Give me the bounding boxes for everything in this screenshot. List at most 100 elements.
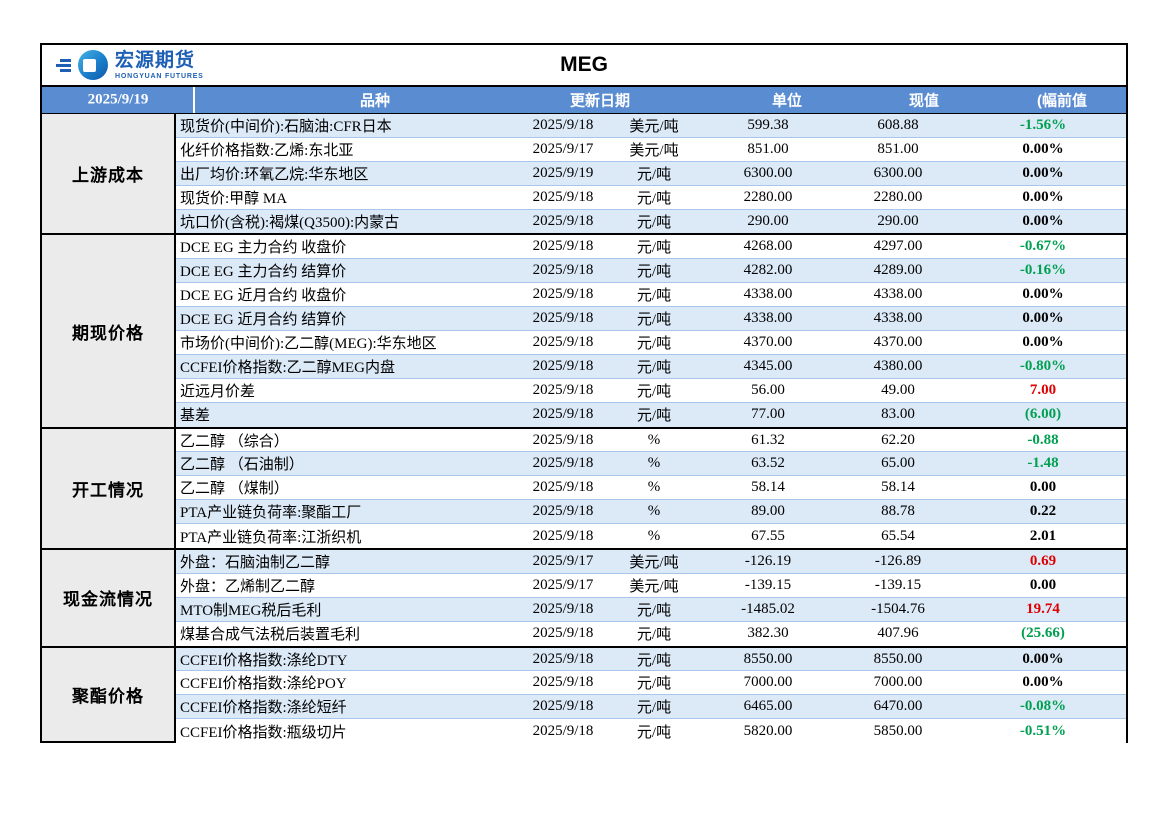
cell-variety: PTA产业链负荷率:聚酯工厂 xyxy=(180,505,362,522)
cell-current-value: 4338.00 xyxy=(743,286,793,303)
cell-variety: PTA产业链负荷率:江浙织机 xyxy=(180,529,362,546)
group-rows: 乙二醇 （综合） 2025/9/18 % 61.32 62.20 -0.88 乙… xyxy=(176,429,1126,548)
cell-change: -1.56% xyxy=(1019,116,1067,133)
cell-current-value: 58.14 xyxy=(751,479,785,496)
table-row: DCE EG 近月合约 结算价 2025/9/18 元/吨 4338.00 43… xyxy=(176,307,1126,332)
cell-update-date: 2025/9/19 xyxy=(532,164,594,181)
cell-current-value: 6465.00 xyxy=(743,698,793,715)
table-row: 市场价(中间价):乙二醇(MEG):华东地区 2025/9/18 元/吨 437… xyxy=(176,331,1126,355)
table-row: DCE EG 近月合约 收盘价 2025/9/18 元/吨 4338.00 43… xyxy=(176,283,1126,308)
group-rows: CCFEI价格指数:涤纶DTY 2025/9/18 元/吨 8550.00 85… xyxy=(176,647,1126,744)
cell-change: -0.16% xyxy=(1019,262,1067,279)
cell-previous-value: 407.96 xyxy=(877,625,919,642)
cell-update-date: 2025/9/18 xyxy=(532,381,594,398)
meg-report-table: 宏源期货 HONGYUAN FUTURES MEG 2025/9/19 品种 更… xyxy=(40,43,1128,744)
cell-current-value: 4338.00 xyxy=(743,310,793,327)
cell-update-date: 2025/9/18 xyxy=(532,262,594,279)
cell-update-date: 2025/9/18 xyxy=(532,698,594,715)
page-title: MEG xyxy=(560,53,608,76)
cell-unit: 元/吨 xyxy=(636,190,672,207)
cell-change: 0.22 xyxy=(1029,503,1057,520)
cell-change: 0.00% xyxy=(1022,674,1064,691)
table-group: 聚酯价格 CCFEI价格指数:涤纶DTY 2025/9/18 元/吨 8550.… xyxy=(42,647,1126,744)
cell-change: 0.00% xyxy=(1022,286,1064,303)
table-row: 乙二醇 （煤制） 2025/9/18 % 58.14 58.14 0.00 xyxy=(176,476,1126,501)
cell-previous-value: 65.54 xyxy=(881,527,915,544)
table-group: 现金流情况 外盘：石脑油制乙二醇 2025/9/17 美元/吨 -126.19 … xyxy=(42,550,1126,648)
cell-unit: 元/吨 xyxy=(636,215,672,231)
cell-previous-value: 58.14 xyxy=(881,479,915,496)
cell-current-value: -1485.02 xyxy=(741,600,795,617)
cell-variety: 煤基合成气法税后装置毛利 xyxy=(180,627,361,644)
table-row: MTO制MEG税后毛利 2025/9/18 元/吨 -1485.02 -1504… xyxy=(176,597,1126,622)
table-row: 化纤价格指数:乙烯:东北亚 2025/9/17 美元/吨 851.00 851.… xyxy=(176,138,1126,162)
cell-previous-value: 851.00 xyxy=(877,140,919,157)
cell-update-date: 2025/9/18 xyxy=(532,333,594,350)
cell-current-value: 5820.00 xyxy=(743,722,793,739)
table-body: 上游成本 现货价(中间价):石脑油:CFR日本 2025/9/18 美元/吨 5… xyxy=(42,114,1126,744)
cell-previous-value: 4380.00 xyxy=(873,357,923,374)
cell-current-value: -139.15 xyxy=(744,576,792,593)
group-rows: 外盘：石脑油制乙二醇 2025/9/17 美元/吨 -126.19 -126.8… xyxy=(176,550,1126,646)
cell-current-value: -126.19 xyxy=(744,552,792,569)
cell-variety: 外盘：石脑油制乙二醇 xyxy=(180,554,331,571)
cell-current-value: 4268.00 xyxy=(743,238,793,255)
cell-variety: DCE EG 近月合约 收盘价 xyxy=(180,288,347,305)
cell-unit: 元/吨 xyxy=(636,724,672,741)
cell-unit: 元/吨 xyxy=(636,602,672,619)
cell-variety: 现货价(中间价):石脑油:CFR日本 xyxy=(180,118,392,135)
cell-previous-value: 83.00 xyxy=(881,406,915,423)
cell-unit: 元/吨 xyxy=(636,408,672,425)
cell-update-date: 2025/9/17 xyxy=(532,552,594,569)
cell-current-value: 290.00 xyxy=(747,213,789,229)
table-row: PTA产业链负荷率:江浙织机 2025/9/18 % 67.55 65.54 2… xyxy=(176,524,1126,548)
cell-unit: 元/吨 xyxy=(636,312,672,329)
cell-current-value: 67.55 xyxy=(751,527,785,544)
cell-change: 7.00 xyxy=(1029,381,1057,398)
cell-update-date: 2025/9/17 xyxy=(532,576,594,593)
group-rows: DCE EG 主力合约 收盘价 2025/9/18 元/吨 4268.00 42… xyxy=(176,235,1126,427)
table-row: 现货价(中间价):石脑油:CFR日本 2025/9/18 美元/吨 599.38… xyxy=(176,114,1126,138)
cell-variety: CCFEI价格指数:涤纶DTY xyxy=(180,652,348,669)
cell-update-date: 2025/9/18 xyxy=(532,600,594,617)
cell-current-value: 61.32 xyxy=(751,431,785,448)
cell-update-date: 2025/9/18 xyxy=(532,431,594,448)
cell-current-value: 6300.00 xyxy=(743,164,793,181)
cell-unit: % xyxy=(647,527,661,544)
group-label: 上游成本 xyxy=(42,114,176,234)
cell-previous-value: 4338.00 xyxy=(873,310,923,327)
cell-update-date: 2025/9/18 xyxy=(532,238,594,255)
cell-change: 0.00 xyxy=(1029,479,1057,496)
group-label: 现金流情况 xyxy=(42,550,176,646)
cell-unit: 元/吨 xyxy=(636,359,672,376)
cell-update-date: 2025/9/18 xyxy=(532,455,594,472)
cell-variety: 基差 xyxy=(180,408,211,425)
cell-update-date: 2025/9/18 xyxy=(532,310,594,327)
cell-unit: 美元/吨 xyxy=(629,578,679,595)
cell-previous-value: 8550.00 xyxy=(873,650,923,667)
table-group: 期现价格 DCE EG 主力合约 收盘价 2025/9/18 元/吨 4268.… xyxy=(42,235,1126,429)
cell-previous-value: 88.78 xyxy=(881,503,915,520)
header-col-unit: 单位 xyxy=(771,92,803,110)
cell-unit: 元/吨 xyxy=(636,627,672,644)
cell-unit: 元/吨 xyxy=(636,335,672,352)
table-row: 现货价:甲醇 MA 2025/9/18 元/吨 2280.00 2280.00 … xyxy=(176,186,1126,210)
table-row: 乙二醇 （石油制） 2025/9/18 % 63.52 65.00 -1.48 xyxy=(176,452,1126,477)
table-header-row: 2025/9/19 品种 更新日期 单位 现值 (幅前值 xyxy=(42,87,1126,114)
cell-previous-value: 7000.00 xyxy=(873,674,923,691)
cell-variety: DCE EG 近月合约 结算价 xyxy=(180,312,347,329)
cell-change: 0.00% xyxy=(1022,650,1064,667)
cell-change: 0.00% xyxy=(1022,213,1064,229)
table-row: DCE EG 主力合约 收盘价 2025/9/18 元/吨 4268.00 42… xyxy=(176,235,1126,260)
cell-update-date: 2025/9/18 xyxy=(532,722,594,739)
cell-previous-value: -1504.76 xyxy=(871,600,925,617)
cell-change: -0.88 xyxy=(1027,431,1059,448)
cell-update-date: 2025/9/17 xyxy=(532,140,594,157)
logo-globe-icon xyxy=(78,50,108,80)
table-row: 出厂均价:环氧乙烷:华东地区 2025/9/19 元/吨 6300.00 630… xyxy=(176,161,1126,186)
cell-current-value: 851.00 xyxy=(747,140,789,157)
cell-change: -1.48 xyxy=(1027,455,1059,472)
brand-name: 宏源期货 xyxy=(115,49,196,71)
cell-change: -0.08% xyxy=(1019,698,1067,715)
group-label: 开工情况 xyxy=(42,428,176,549)
